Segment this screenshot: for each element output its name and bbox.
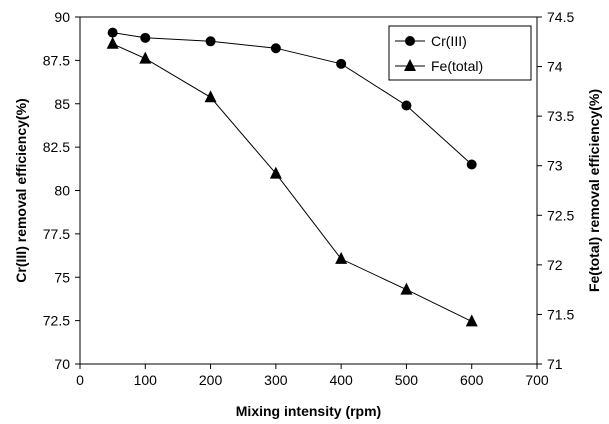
x-axis-label: Mixing intensity (rpm)	[236, 403, 381, 419]
series-cr	[107, 27, 477, 170]
y-right-tick-label: 71	[547, 356, 563, 372]
x-tick-label: 0	[76, 372, 84, 388]
x-axis: 0 100 200 300 400 500 600 700	[76, 364, 549, 388]
data-point-fe	[465, 314, 478, 327]
data-point-cr	[140, 32, 151, 43]
y-right-tick-label: 74.5	[547, 9, 574, 25]
y-left-tick-label: 85	[54, 96, 70, 112]
legend-label: Fe(total)	[431, 58, 483, 74]
data-point-fe	[106, 36, 119, 49]
data-point-fe	[335, 251, 348, 264]
y-right-axis-label: Fe(total) removal efficiency(%)	[586, 89, 602, 292]
y-right-axis: 71 71.5 72 72.5 73 73.5 74 74.5	[537, 9, 574, 372]
y-left-tick-label: 80	[54, 183, 70, 199]
legend-items: Cr(III) Fe(total)	[395, 33, 483, 74]
y-right-tick-label: 72	[547, 257, 563, 273]
y-right-tick-label: 71.5	[547, 306, 574, 322]
series-fe	[106, 36, 478, 327]
legend: Cr(III) Fe(total)	[388, 25, 532, 81]
legend-marker	[405, 36, 415, 46]
data-point-cr	[401, 100, 412, 111]
data-point-cr	[466, 159, 477, 170]
x-tick-label: 400	[329, 372, 353, 388]
data-point-cr	[205, 36, 216, 47]
legend-marker	[404, 59, 416, 71]
legend-item-cr: Cr(III)	[395, 33, 467, 49]
series-layer	[106, 27, 478, 327]
legend-label: Cr(III)	[431, 33, 467, 49]
y-right-tick-label: 72.5	[547, 207, 574, 223]
data-point-fe	[204, 90, 217, 103]
x-tick-label: 100	[134, 372, 158, 388]
y-left-tick-label: 77.5	[43, 226, 70, 242]
x-tick-label: 600	[460, 372, 484, 388]
data-point-cr	[336, 58, 347, 69]
x-tick-label: 700	[525, 372, 549, 388]
x-tick-label: 200	[199, 372, 223, 388]
y-right-tick-label: 73.5	[547, 108, 574, 124]
data-point-fe	[269, 166, 282, 179]
y-right-tick-label: 73	[547, 158, 563, 174]
y-left-tick-label: 70	[54, 356, 70, 372]
data-point-cr	[107, 27, 118, 38]
data-point-fe	[139, 51, 152, 64]
x-tick-label: 500	[395, 372, 419, 388]
data-point-fe	[400, 282, 413, 295]
y-left-axis-label: Cr(III) removal efficiency(%)	[13, 98, 29, 282]
legend-item-fe: Fe(total)	[395, 58, 483, 74]
y-left-axis: 70 72.5 75 77.5 80 82.5 85 87.5 90	[43, 9, 80, 372]
series-line-fe	[112, 43, 472, 322]
data-point-cr	[270, 43, 281, 54]
y-left-tick-label: 90	[54, 9, 70, 25]
y-left-tick-label: 87.5	[43, 52, 70, 68]
y-left-tick-label: 72.5	[43, 313, 70, 329]
y-left-tick-label: 82.5	[43, 139, 70, 155]
y-left-tick-label: 75	[54, 269, 70, 285]
y-right-tick-label: 74	[547, 59, 563, 75]
x-tick-label: 300	[264, 372, 288, 388]
